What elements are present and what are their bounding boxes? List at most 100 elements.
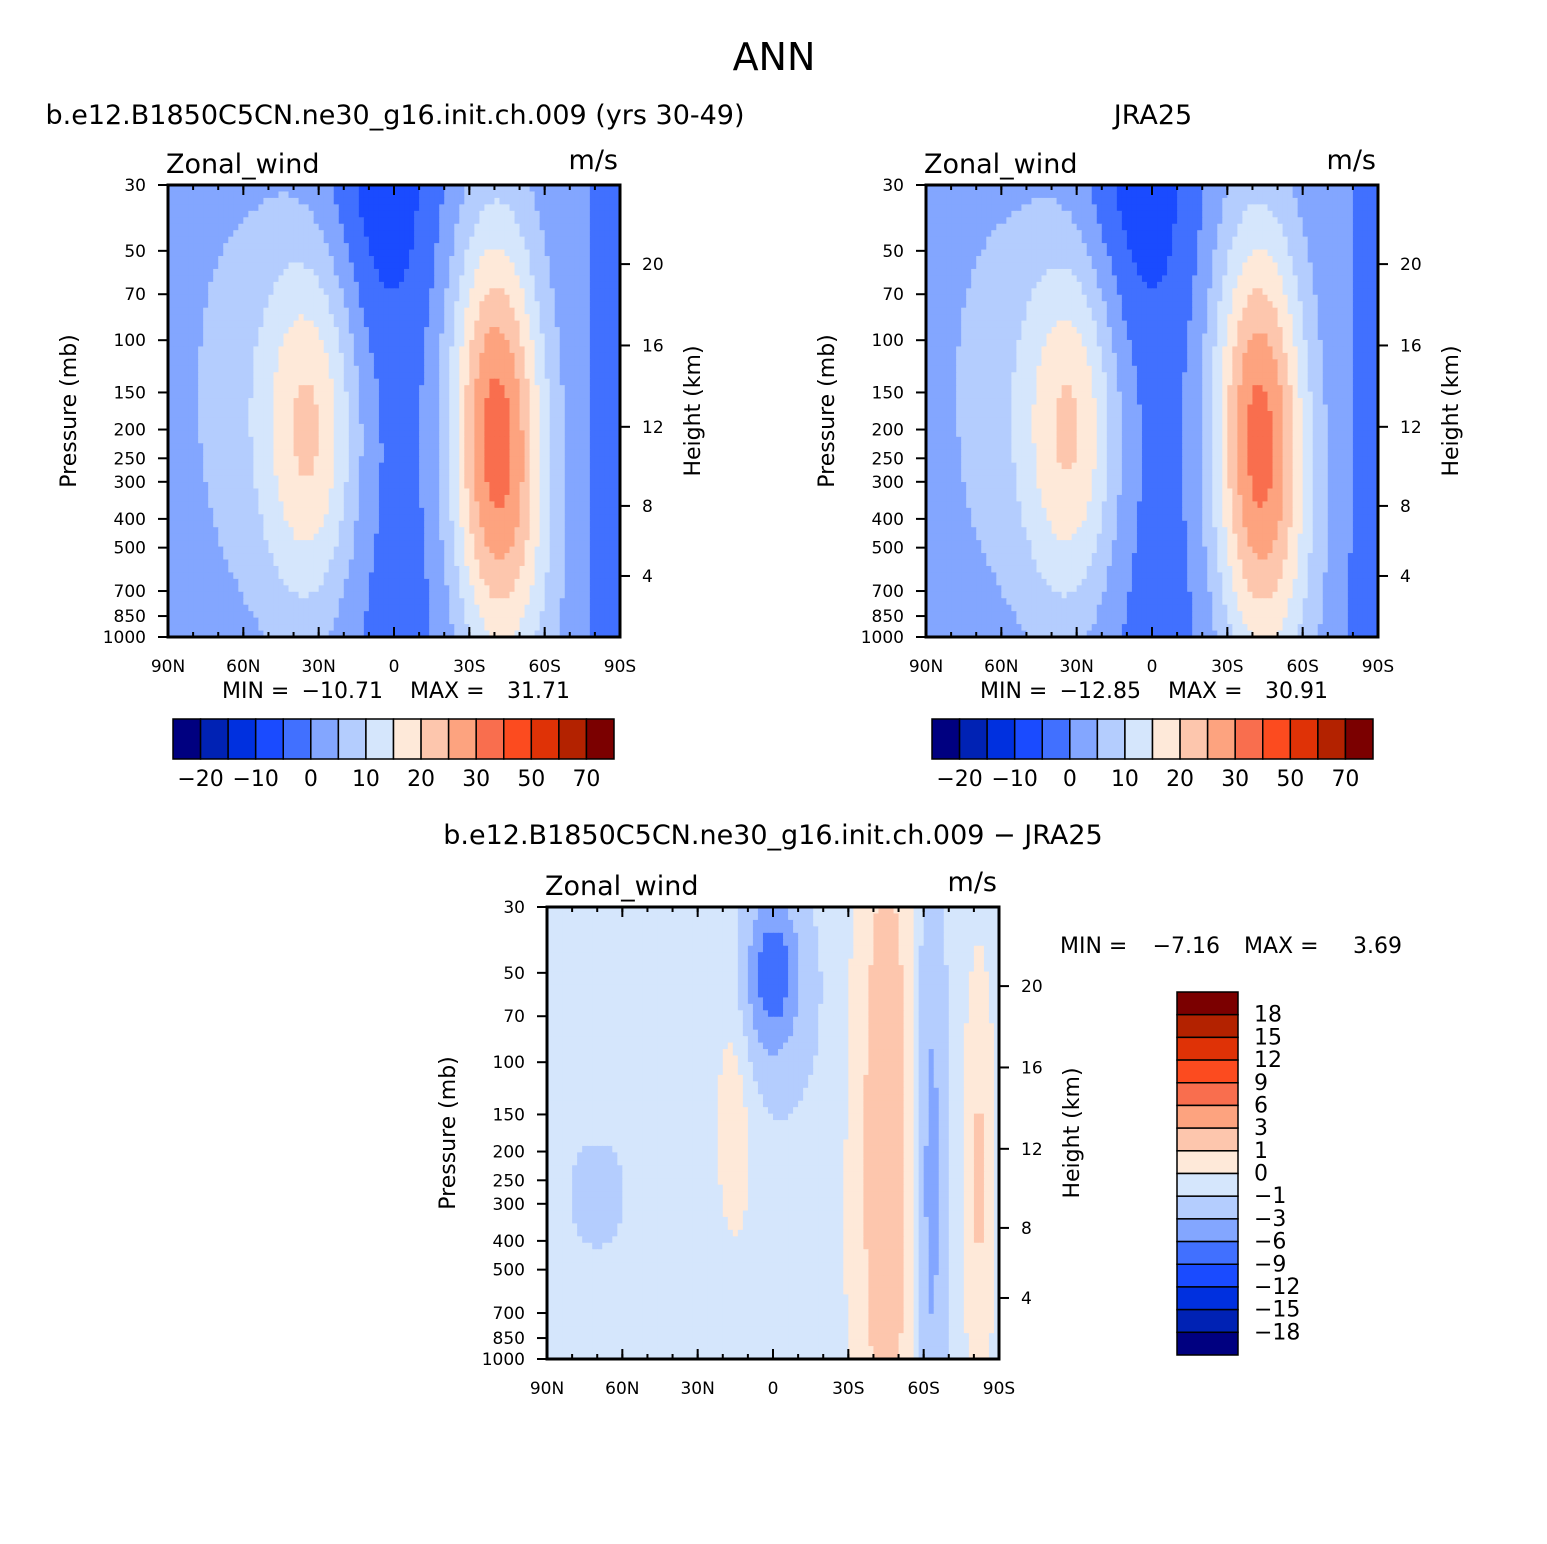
heatmap-cell [555, 295, 561, 302]
heatmap-cell [489, 204, 495, 211]
heatmap-cell [429, 275, 435, 282]
heatmap-cell [299, 198, 305, 205]
heatmap-cell [560, 262, 566, 269]
heatmap-cell [208, 340, 214, 347]
heatmap-cell [515, 224, 521, 231]
heatmap-cell [469, 321, 475, 328]
heatmap-cell [359, 282, 365, 289]
heatmap-cell [605, 204, 611, 211]
heatmap-cell [575, 379, 581, 386]
heatmap-cell [605, 334, 611, 341]
heatmap-cell [389, 211, 395, 218]
heatmap-cell [570, 527, 576, 534]
heatmap-cell [504, 204, 510, 211]
heatmap-cell [364, 321, 370, 328]
heatmap-cell [515, 211, 521, 218]
heatmap-cell [243, 430, 249, 437]
heatmap-cell [233, 430, 239, 437]
heatmap-cell [580, 392, 586, 399]
heatmap-cell [243, 424, 249, 431]
heatmap-cell [510, 508, 516, 515]
heatmap-cell [324, 392, 330, 399]
heatmap-cell [520, 353, 526, 360]
heatmap-cell [590, 456, 596, 463]
heatmap-cell [374, 469, 380, 476]
heatmap-cell [444, 372, 450, 379]
heatmap-cell [359, 379, 365, 386]
heatmap-cell [389, 450, 395, 457]
heatmap-cell [464, 256, 470, 263]
heatmap-cell [334, 314, 340, 321]
heatmap-cell [289, 437, 295, 444]
heatmap-cell [459, 482, 465, 489]
heatmap-cell [374, 269, 380, 276]
heatmap-cell [319, 424, 325, 431]
heatmap-cell [258, 308, 264, 315]
heatmap-cell [233, 282, 239, 289]
heatmap-cell [525, 340, 531, 347]
heatmap-cell [248, 191, 254, 198]
heatmap-cell [173, 456, 179, 463]
heatmap-cell [173, 501, 179, 508]
heatmap-cell [354, 437, 360, 444]
heatmap-cell [540, 430, 546, 437]
heatmap-cell [248, 469, 254, 476]
heatmap-cell [334, 366, 340, 373]
heatmap-cell [439, 198, 445, 205]
heatmap-cell [520, 230, 526, 237]
heatmap-cell [173, 262, 179, 269]
heatmap-cell [289, 469, 295, 476]
heatmap-cell [369, 405, 375, 412]
heatmap-cell [610, 211, 616, 218]
heatmap-cell [459, 398, 465, 405]
heatmap-cell [289, 334, 295, 341]
heatmap-cell [198, 534, 204, 541]
heatmap-cell [319, 295, 325, 302]
heatmap-cell [550, 301, 556, 308]
heatmap-cell [469, 340, 475, 347]
heatmap-cell [595, 443, 601, 450]
heatmap-cell [434, 385, 440, 392]
heatmap-cell [520, 282, 526, 289]
heatmap-cell [530, 321, 536, 328]
heatmap-cell [464, 340, 470, 347]
heatmap-cell [198, 405, 204, 412]
heatmap-cell [233, 198, 239, 205]
heatmap-cell [550, 237, 556, 244]
heatmap-cell [384, 488, 390, 495]
heatmap-cell [354, 204, 360, 211]
heatmap-cell [178, 288, 184, 295]
heatmap-cell [384, 463, 390, 470]
heatmap-cell [454, 275, 460, 282]
heatmap-cell [228, 424, 234, 431]
heatmap-cell [479, 385, 485, 392]
heatmap-cell [394, 295, 400, 302]
heatmap-cell [494, 488, 500, 495]
heatmap-cell [585, 237, 591, 244]
heatmap-cell [238, 366, 244, 373]
heatmap-cell [535, 469, 541, 476]
heatmap-cell [248, 463, 254, 470]
heatmap-cell [419, 469, 425, 476]
heatmap-cell [469, 430, 475, 437]
heatmap-cell [258, 346, 264, 353]
heatmap-cell [550, 204, 556, 211]
heatmap-cell [489, 359, 495, 366]
heatmap-cell [565, 366, 571, 373]
heatmap-cell [424, 250, 430, 257]
heatmap-cell [535, 482, 541, 489]
heatmap-cell [268, 308, 274, 315]
heatmap-cell [329, 501, 335, 508]
heatmap-cell [439, 508, 445, 515]
heatmap-cell [570, 217, 576, 224]
heatmap-cell [188, 256, 194, 263]
heatmap-cell [610, 275, 616, 282]
heatmap-cell [314, 359, 320, 366]
heatmap-cell [545, 417, 551, 424]
heatmap-cell [364, 430, 370, 437]
heatmap-cell [173, 256, 179, 263]
heatmap-cell [258, 262, 264, 269]
heatmap-cell [289, 314, 295, 321]
heatmap-cell [173, 450, 179, 457]
heatmap-cell [273, 411, 279, 418]
